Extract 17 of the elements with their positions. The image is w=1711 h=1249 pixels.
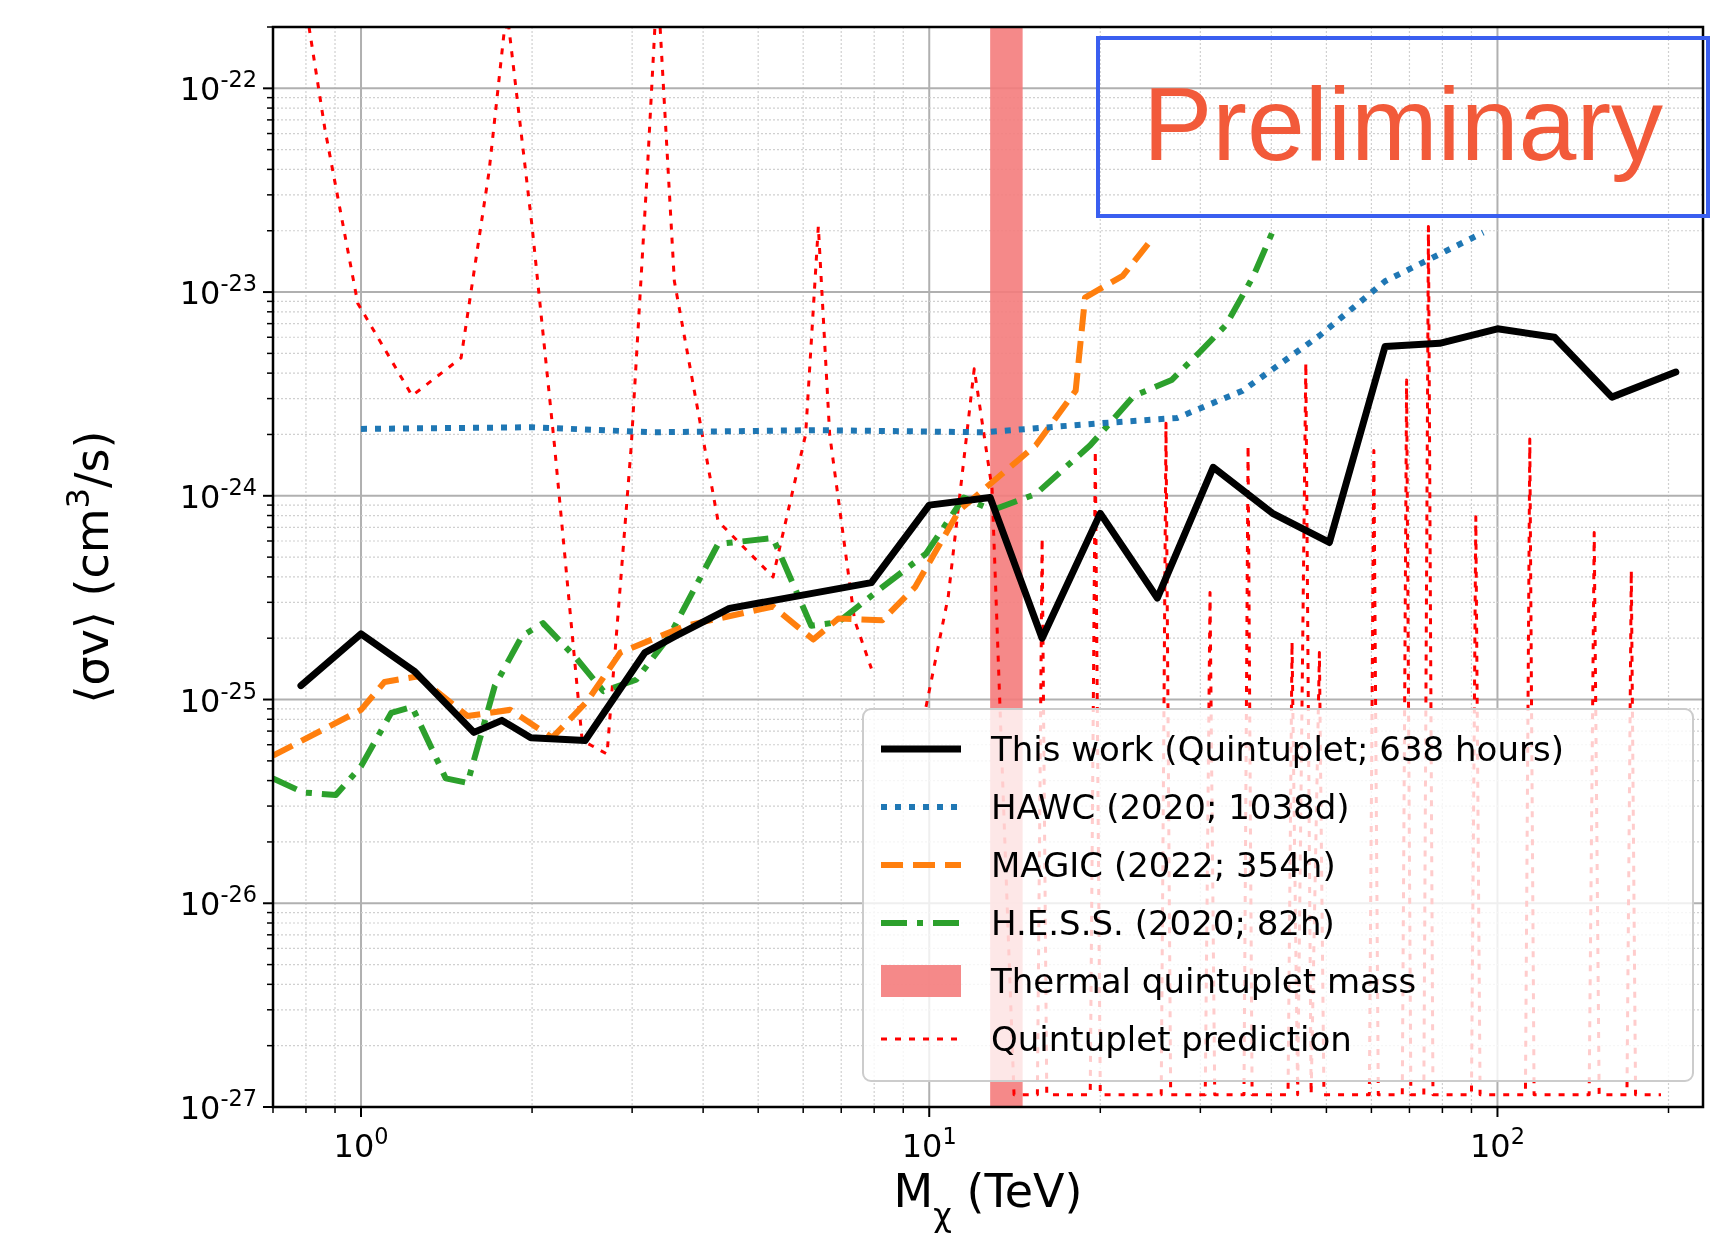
y-tick-label: 10$^{-26}$: [179, 881, 257, 924]
legend-label: Quintuplet prediction: [991, 1019, 1352, 1059]
legend-label: HAWC (2020; 1038d): [991, 787, 1350, 827]
y-tick-label: 10$^{-25}$: [179, 677, 257, 720]
y-tick-label: 10$^{-23}$: [179, 270, 257, 313]
annotation: Preliminary: [1142, 66, 1664, 182]
legend-label: H.E.S.S. (2020; 82h): [991, 903, 1335, 943]
y-tick-label: 10$^{-22}$: [179, 66, 257, 109]
legend-label: This work (Quintuplet; 638 hours): [990, 729, 1564, 769]
x-tick-label: 10$^{2}$: [1469, 1123, 1525, 1165]
x-tick-label: 10$^{1}$: [901, 1123, 957, 1165]
y-tick-label: 10$^{-27}$: [179, 1085, 257, 1127]
legend-label: MAGIC (2022; 354h): [991, 845, 1336, 885]
x-axis-title: M$_{χ}$ (TeV): [893, 1164, 1083, 1234]
band-label: Thermal quintuplet mass: [990, 961, 1417, 1001]
y-tick-label: 10$^{-24}$: [179, 473, 257, 516]
x-tick-label: 10$^{0}$: [333, 1123, 389, 1165]
